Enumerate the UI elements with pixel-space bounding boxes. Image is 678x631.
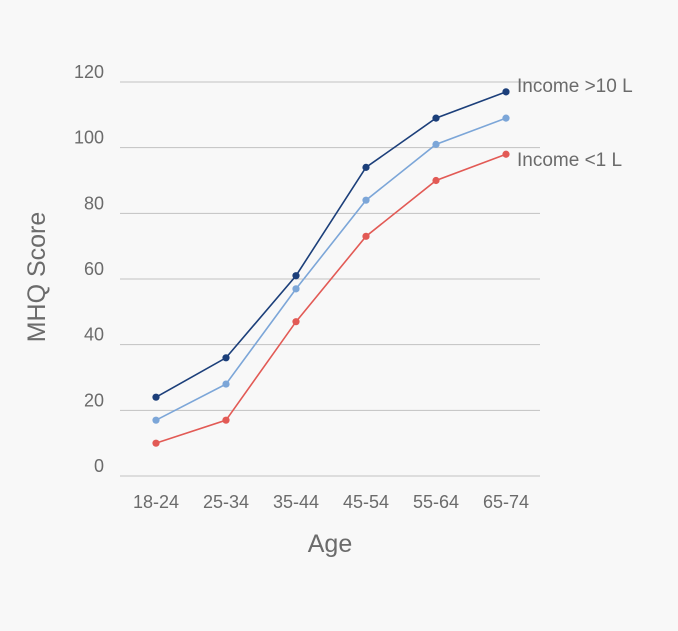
x-axis-title: Age <box>308 530 352 558</box>
series-layer <box>152 88 510 447</box>
series-1 <box>152 114 510 424</box>
data-point <box>222 380 230 388</box>
data-point <box>502 150 510 158</box>
x-tick-label: 25-34 <box>203 492 249 512</box>
y-tick-label: 20 <box>84 390 104 410</box>
x-tick-label: 45-54 <box>343 492 389 512</box>
y-tick-label: 80 <box>84 193 104 213</box>
y-tick-label: 0 <box>94 456 104 476</box>
gridlines <box>120 81 540 477</box>
data-point <box>432 176 440 185</box>
series-labels: Income >10 L Income <1 L <box>517 76 633 171</box>
data-point <box>152 393 160 401</box>
series-line <box>155 153 507 444</box>
series-line <box>155 91 507 398</box>
data-point <box>222 354 230 362</box>
x-tick-label: 65-74 <box>483 492 529 512</box>
y-axis-ticks: 0 20 40 60 80 100 120 <box>74 62 104 476</box>
data-point <box>222 416 230 424</box>
data-point <box>362 196 370 204</box>
data-point <box>432 140 440 148</box>
series-line <box>155 117 507 421</box>
y-tick-label: 60 <box>84 259 104 279</box>
x-tick-label: 55-64 <box>413 492 459 512</box>
y-axis-title: MHQ Score <box>23 212 51 343</box>
data-point <box>432 114 440 122</box>
data-point <box>502 88 510 96</box>
x-axis-ticks: 18-24 25-34 35-44 45-54 55-64 65-74 <box>133 492 529 512</box>
data-point <box>362 232 370 240</box>
y-tick-label: 40 <box>84 325 104 345</box>
series-2 <box>152 150 510 447</box>
data-point <box>502 114 510 122</box>
y-tick-label: 120 <box>74 62 104 82</box>
data-point <box>362 163 370 171</box>
series-label: Income <1 L <box>517 150 622 171</box>
y-tick-label: 100 <box>74 128 104 148</box>
data-point <box>292 285 300 293</box>
x-tick-label: 35-44 <box>273 492 319 512</box>
x-tick-label: 18-24 <box>133 492 179 512</box>
series-label: Income >10 L <box>517 76 633 97</box>
series-0 <box>152 88 510 401</box>
data-point <box>152 416 160 424</box>
data-point <box>292 272 300 280</box>
data-point <box>152 439 160 447</box>
data-point <box>292 318 300 326</box>
